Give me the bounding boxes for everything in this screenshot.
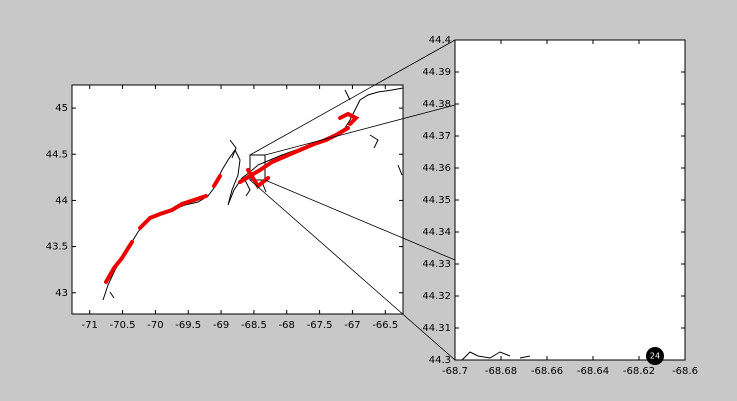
x-tick-label: -68.68 [485,366,517,377]
y-tick-label: 44 [55,195,68,206]
y-tick-label: 44.39 [422,67,451,78]
y-tick-label: 44.38 [422,99,451,110]
x-tick-label: -67 [344,320,360,331]
annotation-marker [646,347,664,365]
x-tick-label: -68.62 [623,366,655,377]
connector [264,179,456,261]
x-tick-label: -70.5 [110,320,136,331]
y-tick-label: 44.33 [422,259,451,270]
x-tick-label: -68.6 [672,366,698,377]
y-tick-label: 44.35 [422,195,451,206]
y-tick-label: 44.36 [422,163,451,174]
x-tick-label: -71 [82,320,98,331]
y-tick-label: 44.4 [429,35,451,46]
y-tick-label: 44.34 [422,227,451,238]
zoom-coast-path [461,351,531,361]
x-tick-label: -69.5 [175,320,201,331]
x-tick-label: -68.7 [442,366,468,377]
x-tick-label: -68 [279,320,295,331]
y-tick-label: 45 [55,103,68,114]
y-tick-label: 44.37 [422,131,451,142]
connector [264,104,456,156]
y-tick-label: 44.31 [422,323,451,334]
x-tick-label: -69 [213,320,229,331]
x-tick-label: -67.5 [307,320,333,331]
connector [249,179,456,361]
y-tick-label: 43.5 [46,242,68,253]
x-tick-label: -66.5 [372,320,398,331]
y-tick-label: 44.5 [46,149,68,160]
x-tick-label: -68.64 [577,366,609,377]
x-tick-label: -68.66 [531,366,563,377]
x-tick-label: -68.5 [241,320,267,331]
zoom-axes [454,39,686,361]
island-path [109,89,403,299]
y-tick-label: 43 [55,288,68,299]
zoom-connectors [249,39,456,361]
annotation: 24 [650,352,660,361]
observations [104,111,360,284]
observation-path [104,111,360,284]
connector [249,39,456,156]
x-tick-label: -70 [147,320,163,331]
y-tick-label: 44.32 [422,291,451,302]
y-tick-label: 44.3 [429,355,451,366]
